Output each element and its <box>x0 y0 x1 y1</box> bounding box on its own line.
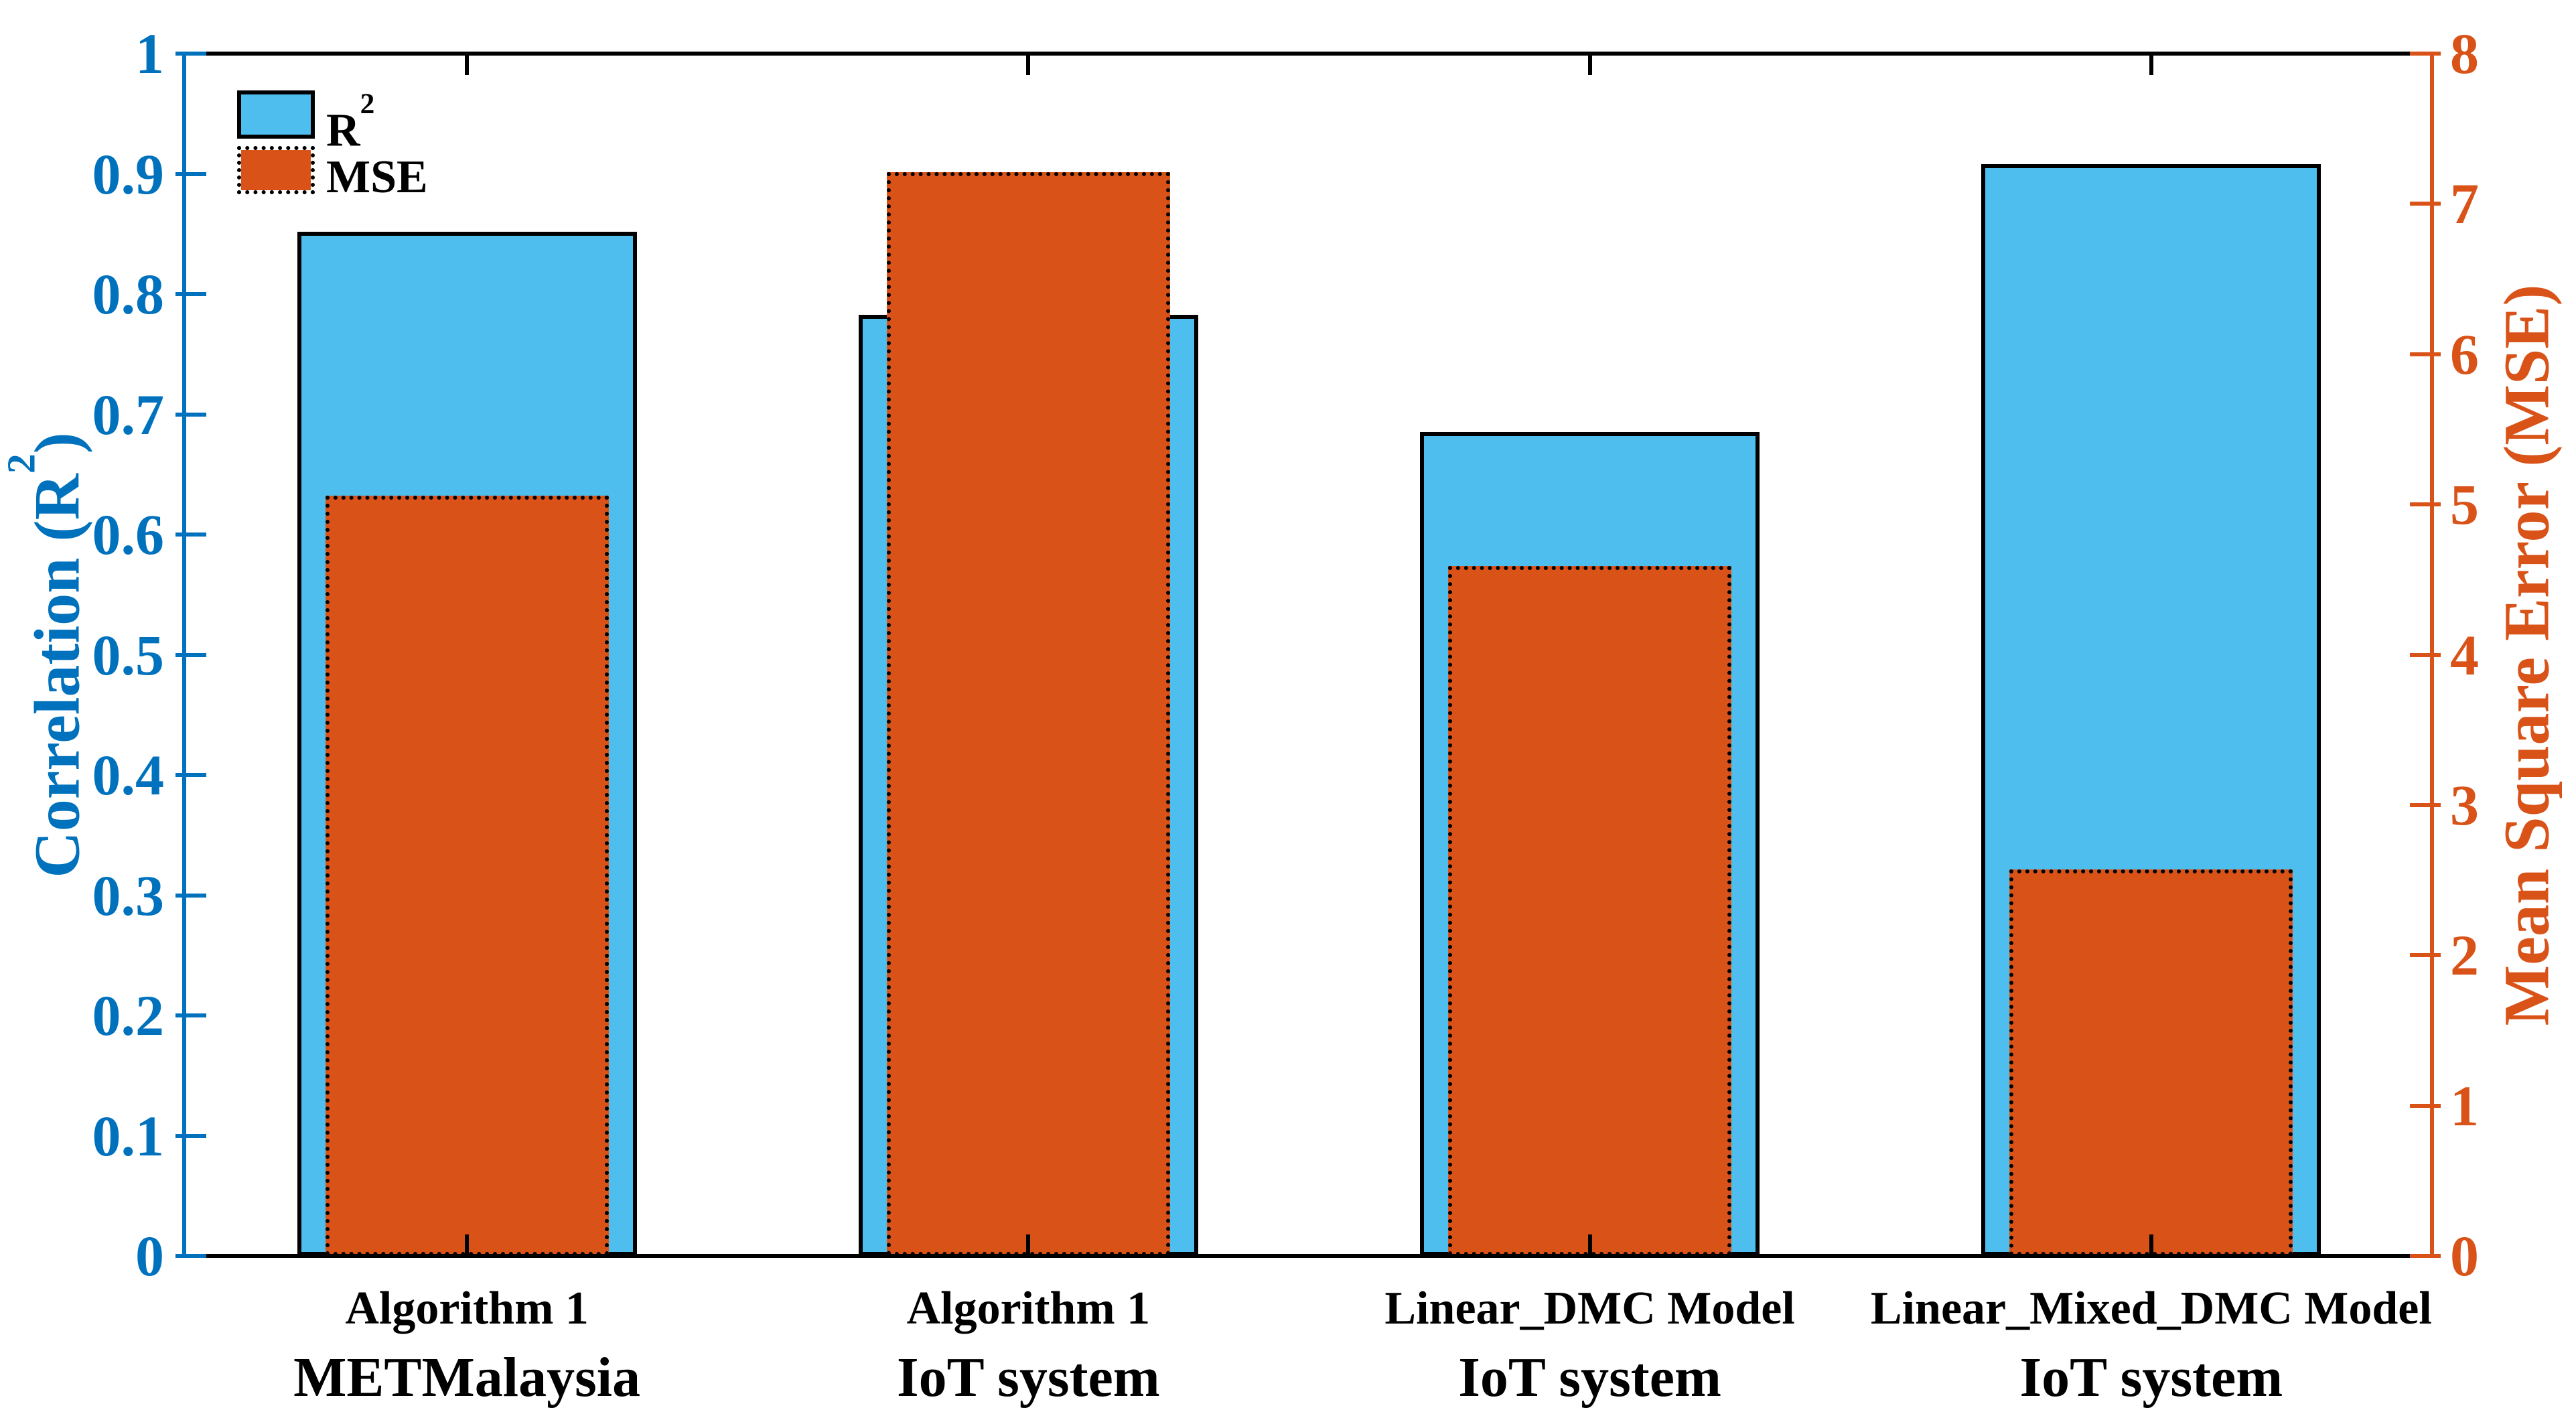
right-axis-tick-label: 3 <box>2450 772 2479 837</box>
right-axis-tick-label: 5 <box>2450 472 2479 537</box>
x-category-line1: Linear_Mixed_DMC Model <box>1870 1283 2432 1334</box>
x-axis-tick <box>2149 1234 2153 1256</box>
right-axis-tick <box>2410 1103 2441 1108</box>
left-axis-title-sup: 2 <box>0 453 44 474</box>
x-category-line2: IoT system <box>2019 1346 2283 1409</box>
right-axis-tick <box>2410 52 2441 56</box>
plot-top-frame <box>186 52 2434 56</box>
right-axis-title-text: Mean Square Error (MSE) <box>2490 284 2563 1026</box>
left-axis-tick <box>175 773 206 777</box>
left-axis-title: Correlation (R2) <box>0 432 94 878</box>
x-category-line1: Algorithm 1 <box>345 1283 589 1334</box>
left-axis-tick <box>175 52 206 56</box>
right-axis-tick-label: 4 <box>2450 622 2479 687</box>
right-axis-tick <box>2410 802 2441 807</box>
right-axis-tick-label: 6 <box>2450 322 2479 386</box>
bar-mse <box>325 495 609 1256</box>
left-axis-tick-label: 0.8 <box>92 262 165 326</box>
left-axis-tick <box>175 1133 206 1138</box>
left-axis-tick-label: 0.2 <box>92 983 165 1048</box>
x-category-line2: METMalaysia <box>293 1346 641 1409</box>
x-axis-tick <box>465 1234 470 1256</box>
x-category-line2: IoT system <box>1458 1346 1722 1409</box>
right-axis-tick-label: 0 <box>2450 1224 2479 1288</box>
left-axis-tick <box>175 652 206 657</box>
legend-label-r2: R2 <box>326 88 374 157</box>
right-axis-tick <box>2410 652 2441 657</box>
left-axis-tick-label: 0.1 <box>92 1103 165 1168</box>
legend-swatch-r2 <box>237 90 315 139</box>
left-axis-title-close: ) <box>21 432 93 454</box>
left-axis-tick-label: 0.6 <box>92 502 165 567</box>
left-axis-tick-label: 0 <box>135 1224 164 1288</box>
right-axis-tick <box>2410 953 2441 958</box>
legend-r2-base: R <box>326 104 360 157</box>
legend-r2-sup: 2 <box>360 88 375 121</box>
right-axis-tick <box>2410 202 2441 206</box>
x-category-line1: Algorithm 1 <box>906 1283 1151 1334</box>
right-axis-tick <box>2410 352 2441 356</box>
right-axis-tick <box>2410 502 2441 507</box>
x-category-line1: Linear_DMC Model <box>1384 1283 1795 1334</box>
left-axis-tick <box>175 533 206 537</box>
left-axis-tick-label: 0.4 <box>92 743 165 807</box>
left-axis-tick <box>175 1254 206 1258</box>
legend-label-mse: MSE <box>326 151 428 203</box>
left-axis-tick-label: 1 <box>135 21 164 86</box>
left-axis-tick <box>175 893 206 898</box>
right-axis-tick-label: 2 <box>2450 923 2479 988</box>
right-axis-tick-label: 8 <box>2450 21 2479 86</box>
bar-mse <box>2009 869 2293 1256</box>
x-axis-tick-top <box>465 54 470 75</box>
left-axis-tick <box>175 1013 206 1017</box>
left-axis-tick <box>175 171 206 176</box>
left-axis-title-text: Correlation (R <box>21 474 93 878</box>
x-axis-tick-top <box>1026 54 1031 75</box>
left-axis-tick <box>175 412 206 417</box>
x-axis-tick <box>1587 1234 1592 1256</box>
right-axis-title: Mean Square Error (MSE) <box>2490 285 2564 1026</box>
x-axis-tick-top <box>2149 54 2153 75</box>
left-axis-tick-label: 0.9 <box>92 141 165 206</box>
left-axis-tick <box>175 292 206 296</box>
x-axis-tick <box>1026 1234 1031 1256</box>
right-axis-tick-label: 1 <box>2450 1073 2479 1138</box>
left-axis-tick-label: 0.5 <box>92 622 165 687</box>
bar-mse <box>886 172 1170 1256</box>
right-axis-tick-label: 7 <box>2450 171 2479 236</box>
x-category-line2: IoT system <box>896 1346 1160 1409</box>
left-axis-tick-label: 0.3 <box>92 863 165 928</box>
right-axis-tick <box>2410 1254 2441 1258</box>
left-axis-tick-label: 0.7 <box>92 382 165 447</box>
bar-mse <box>1448 566 1732 1256</box>
legend-swatch-mse <box>237 146 315 194</box>
x-axis-line <box>186 1254 2434 1258</box>
x-axis-tick-top <box>1587 54 1592 75</box>
